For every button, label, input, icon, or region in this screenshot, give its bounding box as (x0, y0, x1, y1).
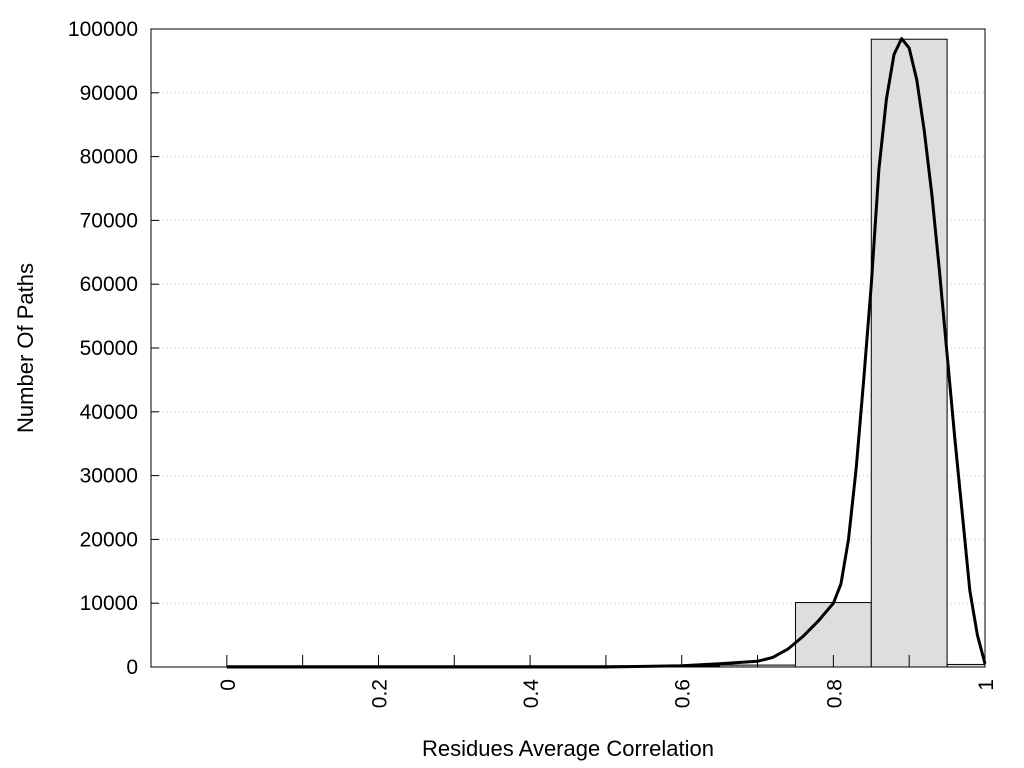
y-tick-label-4: 40000 (80, 401, 138, 424)
x-tick-label-0: 0 (217, 679, 240, 691)
grid-lines (151, 92, 985, 604)
x-tick-label-5: 1 (975, 679, 998, 691)
y-tick-label-1: 10000 (80, 592, 138, 615)
y-tick-label-7: 70000 (80, 209, 138, 232)
y-tick-label-10: 100000 (68, 18, 138, 41)
axes (150, 28, 986, 668)
x-tick-label-4: 0.8 (823, 679, 846, 708)
y-tick-label-5: 50000 (80, 337, 138, 360)
y-tick-label-6: 60000 (80, 273, 138, 296)
x-axis-title: Residues Average Correlation (422, 736, 714, 761)
x-tick-label-3: 0.6 (672, 679, 695, 708)
y-axis-title: Number Of Paths (13, 263, 38, 433)
y-tick-label-9: 90000 (80, 82, 138, 105)
y-tick-label-0: 0 (126, 656, 138, 679)
bars (226, 38, 986, 668)
y-tick-label-3: 30000 (80, 465, 138, 488)
x-tick-label-2: 0.4 (520, 679, 543, 709)
y-tick-label-2: 20000 (80, 528, 138, 551)
y-tick-label-8: 80000 (80, 146, 138, 169)
x-tick-label-1: 0.2 (368, 679, 391, 708)
tick-labels: 0 10000 20000 30000 40000 50000 60000 70000 8000… (68, 18, 998, 708)
